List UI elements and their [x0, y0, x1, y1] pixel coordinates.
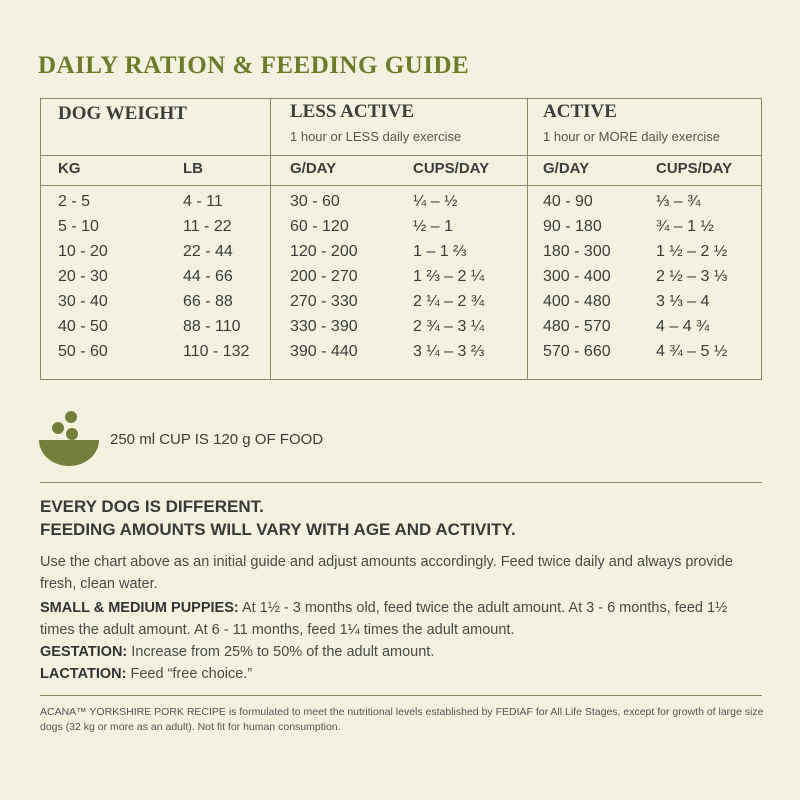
table-cell: 400 - 480	[543, 293, 611, 310]
table-cell: 40 - 90	[543, 193, 593, 210]
table-cell: 3 ⅓ – 4	[656, 293, 710, 310]
table-cell: 120 - 200	[290, 243, 358, 260]
note-label: SMALL & MEDIUM PUPPIES:	[40, 600, 239, 616]
note-text: Feed “free choice.”	[130, 666, 253, 682]
table-cell: 2 ¼ – 2 ¾	[413, 293, 485, 310]
column-header: G/DAY	[290, 160, 337, 177]
table-cell: ¼ – ½	[413, 193, 458, 210]
table-cell: 110 - 132	[183, 343, 250, 360]
group-title: DOG WEIGHT	[58, 103, 187, 124]
intro: Use the chart above as an initial guide …	[40, 554, 733, 592]
table-cell: 1 – 1 ⅔	[413, 243, 467, 260]
table-cell: 40 - 50	[58, 318, 108, 335]
note-text: At 1½ - 3 months old, feed twice the adu…	[40, 600, 728, 638]
table-cell: 44 - 66	[183, 268, 233, 285]
table-cell: 20 - 30	[58, 268, 108, 285]
table-cell: 88 - 110	[183, 318, 241, 335]
table-cell: ¾ – 1 ½	[656, 218, 714, 235]
column-header: G/DAY	[543, 160, 590, 177]
table-cell: 30 - 40	[58, 293, 108, 310]
column-header: LB	[183, 160, 203, 177]
divider	[40, 482, 762, 483]
table-cell: 180 - 300	[543, 243, 611, 260]
column-header: KG	[58, 160, 81, 177]
bowl-icon	[39, 411, 99, 466]
table-cell: 330 - 390	[290, 318, 358, 335]
table-cell: 22 - 44	[183, 243, 233, 260]
note-label: GESTATION:	[40, 644, 128, 660]
table-cell: 10 - 20	[58, 243, 108, 260]
group-title: LESS ACTIVE	[290, 101, 415, 122]
table-cell: 1 ½ – 2 ½	[656, 243, 728, 260]
table-cell: 5 - 10	[58, 218, 99, 235]
table-cell: 570 - 660	[543, 343, 611, 360]
row-divider	[40, 155, 762, 156]
table-cell: ½ – 1	[413, 218, 454, 235]
table-cell: ⅓ – ¾	[656, 193, 701, 210]
group-subtitle: 1 hour or LESS daily exercise	[290, 129, 462, 144]
note-item: LACTATION: Feed “free choice.”	[40, 663, 765, 685]
footer: ACANA™ YORKSHIRE PORK RECIPE is formulat…	[40, 706, 764, 733]
title: DAILY RATION & FEEDING GUIDE	[38, 52, 470, 79]
table-cell: 90 - 180	[543, 218, 602, 235]
table-cell: 2 ½ – 3 ⅓	[656, 268, 728, 285]
table-cell: 2 - 5	[58, 193, 91, 210]
note-item: GESTATION: Increase from 25% to 50% of t…	[40, 641, 765, 663]
table-cell: 30 - 60	[290, 193, 340, 210]
table-cell: 2 ¾ – 3 ¼	[413, 318, 485, 335]
column-divider	[527, 98, 528, 380]
table-cell: 390 - 440	[290, 343, 358, 360]
table-cell: 4 – 4 ¾	[656, 318, 710, 335]
table-cell: 66 - 88	[183, 293, 233, 310]
note-text: Increase from 25% to 50% of the adult am…	[131, 644, 435, 660]
group-subtitle: 1 hour or MORE daily exercise	[543, 129, 721, 144]
heading: EVERY DOG IS DIFFERENT.	[40, 497, 264, 516]
notes-list: SMALL & MEDIUM PUPPIES: At 1½ - 3 months…	[40, 597, 765, 685]
table-cell: 200 - 270	[290, 268, 358, 285]
cup-note: 250 ml CUP IS 120 g OF FOOD	[110, 431, 324, 448]
table-cell: 1 ⅔ – 2 ¼	[413, 268, 485, 285]
table-cell: 50 - 60	[58, 343, 108, 360]
table-cell: 3 ¼ – 3 ⅔	[413, 343, 485, 360]
table-cell: 4 ¾ – 5 ½	[656, 343, 728, 360]
divider	[40, 695, 762, 696]
table-cell: 270 - 330	[290, 293, 358, 310]
note-label: LACTATION:	[40, 666, 127, 682]
heading: FEEDING AMOUNTS WILL VARY WITH AGE AND A…	[40, 520, 516, 539]
column-header: CUPS/DAY	[413, 160, 490, 177]
table-cell: 4 - 11	[183, 193, 223, 210]
table-cell: 11 - 22	[183, 218, 232, 235]
column-header: CUPS/DAY	[656, 160, 733, 177]
note-item: SMALL & MEDIUM PUPPIES: At 1½ - 3 months…	[40, 597, 765, 641]
group-title: ACTIVE	[543, 101, 617, 122]
column-divider	[270, 98, 271, 380]
table-border	[40, 98, 762, 380]
table-cell: 300 - 400	[543, 268, 611, 285]
table-cell: 480 - 570	[543, 318, 611, 335]
table-cell: 60 - 120	[290, 218, 349, 235]
row-divider	[40, 185, 762, 186]
